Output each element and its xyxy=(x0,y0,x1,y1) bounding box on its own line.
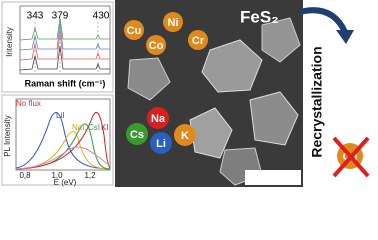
flux-circle xyxy=(126,123,148,145)
formula: FeS₂ xyxy=(240,7,279,26)
pl-curve xyxy=(15,111,111,170)
dopant-circle xyxy=(124,20,144,40)
process-label: Recrystallization xyxy=(309,46,325,157)
dopant-label: Ni xyxy=(168,17,179,29)
arrow-head xyxy=(336,30,354,44)
dopant-label: Co xyxy=(149,40,164,52)
peak-label: 379 xyxy=(52,11,69,22)
x-tick-label: 0,8 xyxy=(19,171,31,180)
flux-label: Cs xyxy=(130,129,144,141)
pl-curve xyxy=(15,146,111,170)
flux-circle xyxy=(147,107,169,129)
legend-label: NaI, xyxy=(72,123,87,132)
flux-label: Li xyxy=(156,138,166,150)
graphical-abstract: 343 379 430 Intensity Raman shift (cm⁻¹)… xyxy=(1,0,370,187)
dopant-label: Cu xyxy=(127,25,142,37)
flux-label: Na xyxy=(151,113,166,125)
spectrum xyxy=(19,23,110,51)
pl-curve xyxy=(15,131,111,170)
x-axis-label: E (eV) xyxy=(54,178,77,187)
peak-label: 343 xyxy=(27,11,44,22)
legend-label: KI xyxy=(101,123,109,132)
dopant-label: Cr xyxy=(192,35,205,47)
flux-circle xyxy=(174,124,196,146)
legend-label: LiI xyxy=(56,111,64,120)
process: Recrystallization Cu xyxy=(299,7,370,178)
raman-panel: 343 379 430 Intensity Raman shift (cm⁻¹) xyxy=(1,1,114,93)
spectrum xyxy=(19,45,110,71)
dopant-circle xyxy=(188,30,208,50)
sem-image: FeS₂ Cu Co Ni Cr Na Cs Li K xyxy=(115,0,303,187)
flux-label: K xyxy=(181,130,189,142)
crystal xyxy=(201,39,263,93)
spectrum xyxy=(19,17,110,41)
peak-label: 430 xyxy=(93,11,110,22)
x-tick-label: 1,2 xyxy=(84,171,96,180)
page: {"raman": {"peaks": ["343", "379", "430"… xyxy=(1,0,370,188)
legend-label: CsI xyxy=(88,123,100,132)
x-tick-label: 1,0 xyxy=(51,171,63,180)
dopant-circle xyxy=(146,35,166,55)
dopant-circle xyxy=(163,12,183,32)
arrow xyxy=(299,7,348,34)
legend-label: No flux xyxy=(16,99,41,108)
cross xyxy=(332,136,370,178)
plot-frame xyxy=(15,98,111,171)
flux-circle xyxy=(150,132,172,154)
scale-box xyxy=(245,170,301,185)
crystal xyxy=(261,17,301,63)
crystal xyxy=(249,91,299,146)
crystal xyxy=(189,107,233,159)
pl-panel: No flux LiI NaI, CsI KI 0,8 1,0 1,2 E (e… xyxy=(1,94,114,187)
y-axis-label: PL Intensity xyxy=(3,115,12,157)
x-axis-label: Raman shift (cm⁻¹) xyxy=(25,78,106,88)
y-axis-label: Intensity xyxy=(5,27,14,57)
pl-curve xyxy=(15,112,111,170)
spectrum xyxy=(19,31,110,61)
crystal xyxy=(127,57,171,101)
